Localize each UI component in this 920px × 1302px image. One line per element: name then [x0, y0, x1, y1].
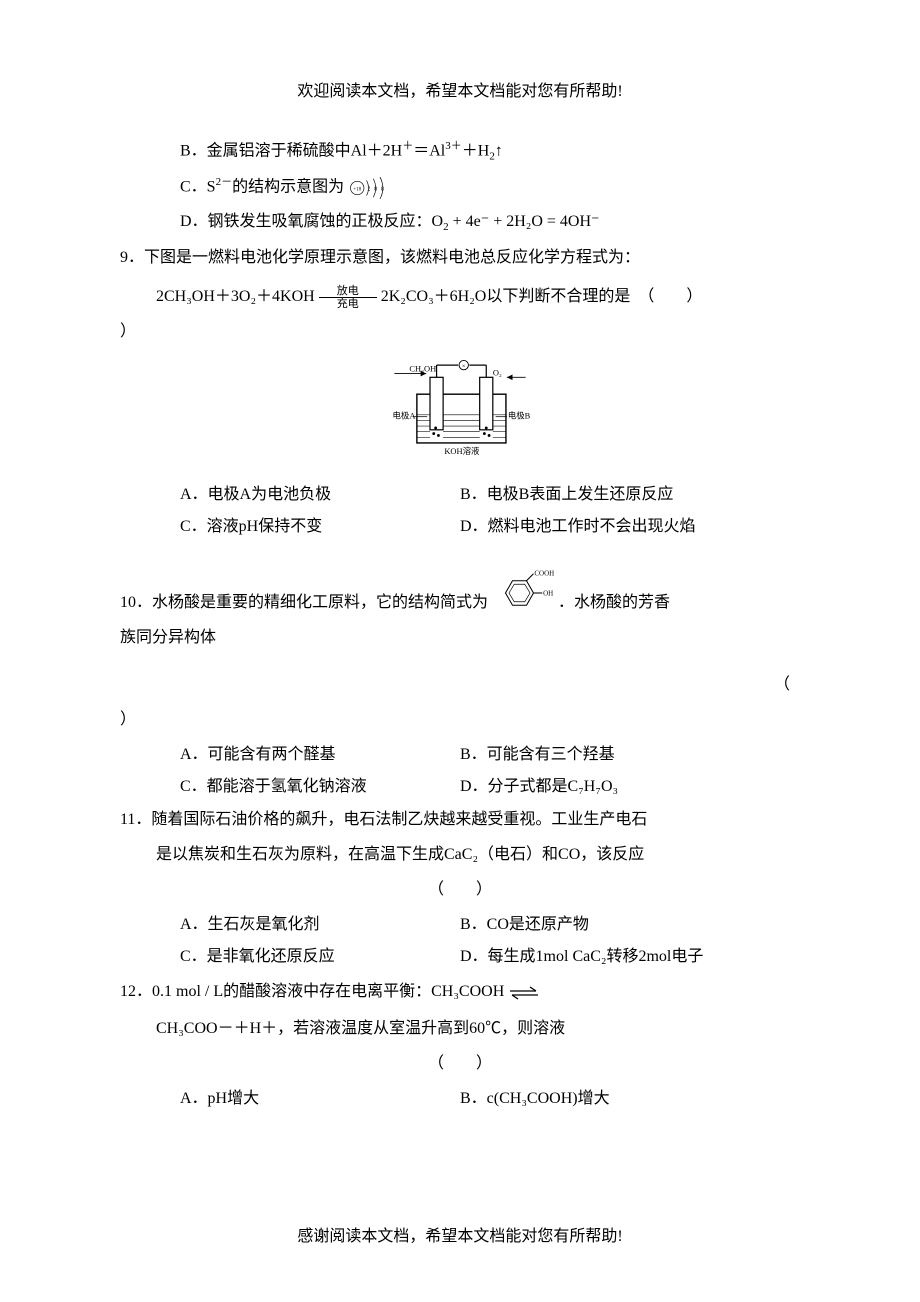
q9-options-row2: C．溶液pH保持不变 D．燃料电池工作时不会出现火焰: [120, 513, 800, 542]
q8b-sup2: 3＋: [445, 140, 462, 152]
q10-option-b: B．可能含有三个羟基: [460, 741, 800, 770]
q9-option-d: D．燃料电池工作时不会出现火焰: [460, 513, 800, 542]
q8c-sup: 2－: [216, 176, 233, 188]
q8-option-b: B．金属铝溶于稀硫酸中Al＋2H＋＝Al3＋＋H2↑: [120, 137, 800, 167]
svg-text:8: 8: [381, 186, 384, 192]
q9-eq-left: 2CH₃OH＋3O₂＋4KOH: [156, 288, 315, 305]
q11-option-d: D．每生成1mol CaC₂转移2mol电子: [460, 943, 800, 972]
q9-option-b: B．电极B表面上发生还原反应: [460, 481, 800, 510]
q9-paren-close: ）: [120, 318, 800, 347]
q9-stem1: 9．下图是一燃料电池化学原理示意图，该燃料电池总反应化学方程式为：: [120, 244, 800, 273]
fuel-cell-diagram: CH₃OH O₂ × 电极A 电极B KOH溶液: [385, 357, 535, 467]
svg-text:+18: +18: [353, 186, 361, 192]
q12-option-a: A．pH增大: [180, 1085, 460, 1114]
q11-option-b: B．CO是还原产物: [460, 911, 800, 940]
svg-text:O₂: O₂: [493, 367, 502, 377]
svg-text:电极B: 电极B: [508, 410, 531, 420]
q8b-arrow: ↑: [495, 142, 503, 159]
q11-paren: （ ）: [120, 876, 800, 905]
q11-options-row2: C．是非氧化还原反应 D．每生成1mol CaC₂转移2mol电子: [120, 943, 800, 972]
reaction-arrow-icon: 放电 充电: [319, 285, 377, 310]
q8b-pre: B．金属铝溶于稀硫酸中Al＋2H: [180, 142, 402, 159]
q8c-post: 的结构示意图为: [232, 178, 344, 195]
q11-option-c: C．是非氧化还原反应: [180, 943, 460, 972]
q10-option-c: C．都能溶于氢氧化钠溶液: [180, 773, 460, 802]
q10-stem2: 族同分异构体: [120, 624, 800, 653]
q8d-post: + 4e⁻ + 2H₂O = 4OH⁻: [449, 213, 600, 230]
q9-options-row1: A．电极A为电池负极 B．电极B表面上发生还原反应: [120, 481, 800, 510]
q8b-sup1: ＋: [402, 140, 413, 152]
q8-option-d: D．钢铁发生吸氧腐蚀的正极反应：O2 + 4e⁻ + 2H₂O = 4OH⁻: [120, 208, 800, 238]
q9-option-c: C．溶液pH保持不变: [180, 513, 460, 542]
q12-stem2: CH₃COO－＋H＋，若溶液温度从室温升高到60℃，则溶液: [120, 1015, 800, 1044]
q9-equation: 2CH₃OH＋3O₂＋4KOH 放电 充电 2K₂CO₃＋6H₂O以下判断不合理…: [120, 283, 800, 312]
q9-option-a: A．电极A为电池负极: [180, 481, 460, 510]
svg-text:OH: OH: [543, 590, 553, 598]
svg-text:电极A: 电极A: [393, 410, 417, 420]
q11-option-a: A．生石灰是氧化剂: [180, 911, 460, 940]
q12-options-row1: A．pH增大 B．c(CH₃COOH)增大: [120, 1085, 800, 1114]
svg-text:COOH: COOH: [534, 570, 554, 578]
svg-text:8: 8: [374, 186, 377, 192]
q10-options-row2: C．都能溶于氢氧化钠溶液 D．分子式都是C₇H₇O₃: [120, 773, 800, 802]
q12-paren: （ ）: [120, 1050, 800, 1079]
equilibrium-arrow-icon: [508, 986, 540, 1000]
footer-text: 感谢阅读本文档，希望本文档能对您有所帮助!: [0, 1223, 920, 1252]
q8b-eq: ＝Al: [413, 142, 445, 159]
q12-stem1-pre: 12．0.1 mol / L的醋酸溶液中存在电离平衡：CH₃COOH: [120, 983, 504, 1000]
q12-stem1: 12．0.1 mol / L的醋酸溶液中存在电离平衡：CH₃COOH: [120, 978, 800, 1007]
q11-stem2: 是以焦炭和生石灰为原料，在高温下生成CaC₂（电石）和CO，该反应: [120, 841, 800, 870]
salicylic-acid-structure-icon: COOH OH: [488, 568, 558, 618]
q9-eq-right: 2K₂CO₃＋6H₂O以下判断不合理的是 （ ）: [381, 288, 703, 305]
q10-option-d: D．分子式都是C₇H₇O₃: [460, 773, 800, 802]
atom-structure-icon: +18 2 8 8: [348, 174, 390, 202]
document-content: B．金属铝溶于稀硫酸中Al＋2H＋＝Al3＋＋H 2 ↑ C．S2－的结构示意图为 …: [120, 137, 800, 1114]
arrow-bot-label: 充电: [319, 298, 377, 310]
arrow-top-label: 放电: [319, 285, 377, 298]
q10-post: ．水杨酸的芳香: [558, 589, 670, 618]
q8d-pre: D．钢铁发生吸氧腐蚀的正极反应：O: [180, 213, 443, 230]
svg-text:KOH溶液: KOH溶液: [444, 446, 480, 456]
q10-paren-open: （: [120, 671, 800, 700]
q8c-pre: C．S: [180, 178, 216, 195]
q11-stem1: 11．随着国际石油价格的飙升，电石法制乙炔越来越受重视。工业生产电石: [120, 806, 800, 835]
q10-option-a: A．可能含有两个醛基: [180, 741, 460, 770]
svg-text:×: ×: [462, 363, 466, 370]
q8b-plus: ＋H: [462, 142, 490, 159]
header-text: 欢迎阅读本文档，希望本文档能对您有所帮助!: [120, 78, 800, 107]
q10-pre: 10．水杨酸是重要的精细化工原料，它的结构简式为: [120, 589, 488, 618]
q8-option-c: C．S2－的结构示意图为 +18 2 8 8: [120, 173, 800, 202]
q10-stem1: 10．水杨酸是重要的精细化工原料，它的结构简式为 COOH OH ．水杨酸的芳香: [120, 568, 800, 618]
q12-option-b: B．c(CH₃COOH)增大: [460, 1085, 800, 1114]
q10-paren-close: ）: [120, 706, 800, 735]
q10-options-row1: A．可能含有两个醛基 B．可能含有三个羟基: [120, 741, 800, 770]
svg-text:2: 2: [368, 186, 371, 192]
q11-options-row1: A．生石灰是氧化剂 B．CO是还原产物: [120, 911, 800, 940]
